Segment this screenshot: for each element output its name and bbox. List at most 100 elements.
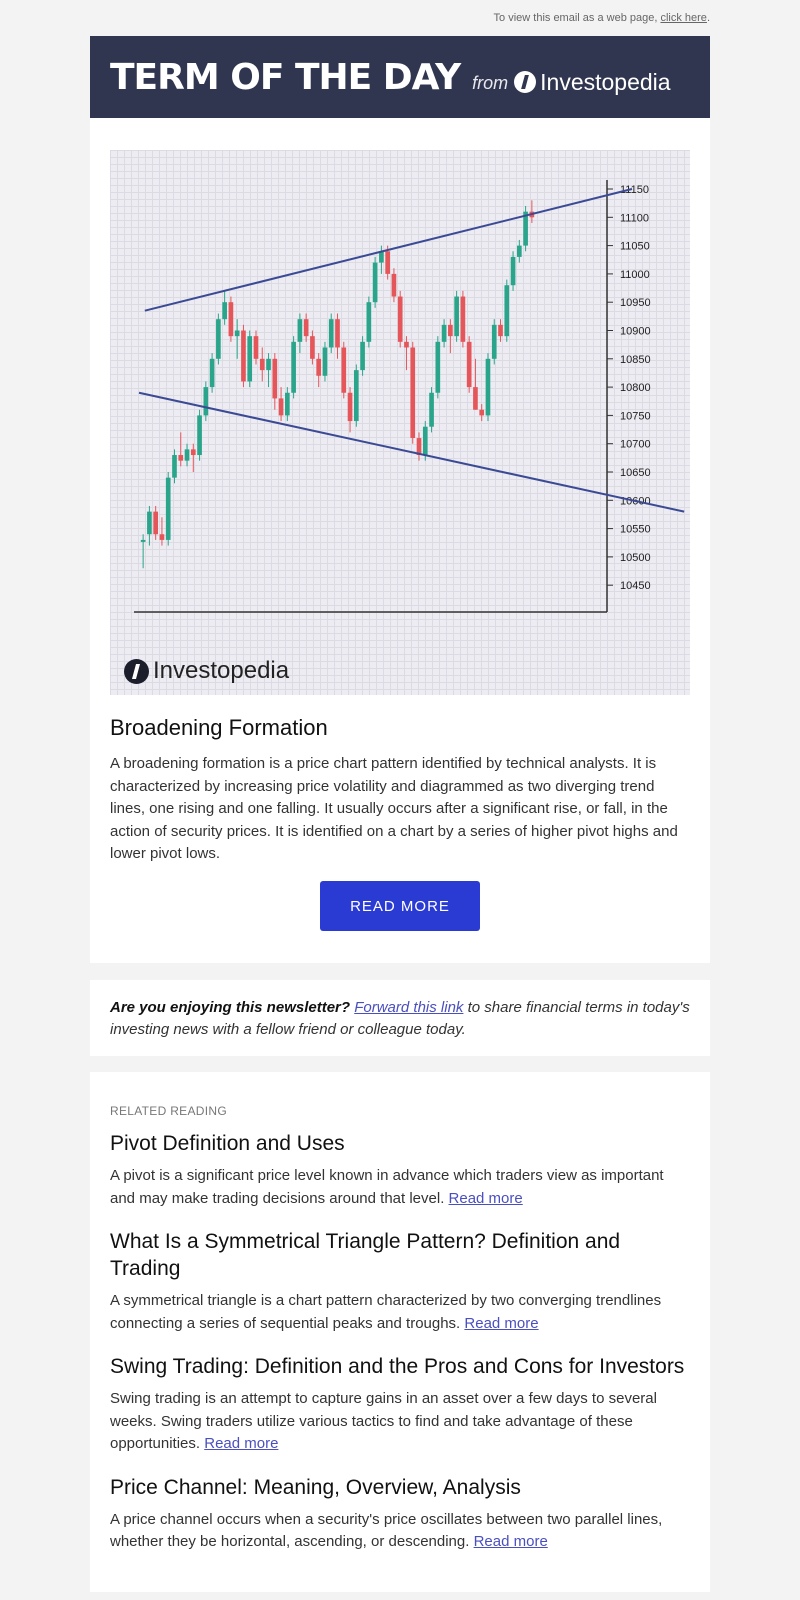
- y-tick-label: 10950: [620, 297, 651, 309]
- candle-body: [234, 330, 240, 337]
- candle-body: [165, 477, 171, 540]
- related-item: Swing Trading: Definition and the Pros a…: [110, 1353, 690, 1456]
- candle-body: [197, 415, 202, 456]
- candle-body: [335, 319, 340, 348]
- candle-body: [504, 285, 510, 337]
- y-tick-label: 10850: [620, 354, 651, 366]
- candle-body: [278, 398, 284, 416]
- candle-body: [253, 336, 259, 359]
- upper-trendline: [144, 188, 633, 312]
- brand-logo[interactable]: Investopedia: [514, 68, 671, 96]
- read-more-button[interactable]: READ MORE: [320, 881, 480, 931]
- candle-body: [460, 296, 466, 342]
- candle-body: [353, 370, 359, 422]
- candle-body: [379, 251, 384, 263]
- candle-body: [404, 341, 409, 348]
- related-text: A pivot is a significant price level kno…: [110, 1167, 664, 1207]
- candle-body: [222, 302, 227, 320]
- candle-body: [310, 336, 315, 359]
- header-banner: TERM OF THE DAY from Investopedia: [90, 36, 710, 118]
- candle-body: [372, 262, 378, 303]
- candle-body: [203, 387, 209, 416]
- candle-body: [172, 455, 177, 478]
- investopedia-logo-icon: [514, 71, 537, 93]
- candle-body: [140, 539, 146, 542]
- investopedia-logo-icon: [124, 658, 149, 684]
- cta-text: to share financial terms in today's inve…: [110, 999, 690, 1038]
- chart-logo-text: Investopedia: [153, 657, 290, 684]
- candle-body: [410, 347, 416, 439]
- candle-body: [272, 358, 278, 399]
- candle-body: [385, 251, 390, 274]
- candle-body: [159, 534, 165, 540]
- y-tick-label: 10550: [620, 524, 651, 536]
- candle-body: [485, 358, 491, 416]
- candle-body: [247, 336, 253, 382]
- related-title[interactable]: Swing Trading: Definition and the Pros a…: [110, 1355, 685, 1378]
- candle-body: [391, 273, 397, 297]
- related-text: Swing trading is an attempt to capture g…: [110, 1390, 657, 1452]
- related-title[interactable]: What Is a Symmetrical Triangle Pattern? …: [110, 1230, 621, 1280]
- chart-logo: Investopedia: [124, 657, 289, 685]
- related-item: What Is a Symmetrical Triangle Pattern? …: [110, 1228, 690, 1335]
- candle-body: [178, 455, 184, 461]
- candle-body: [228, 302, 234, 337]
- web-view-tail: .: [706, 12, 710, 24]
- y-tick-label: 10800: [620, 382, 651, 394]
- banner-title: TERM OF THE DAY: [110, 56, 461, 98]
- y-tick-label: 10500: [620, 552, 651, 564]
- y-tick-label: 11000: [620, 269, 650, 281]
- candle-body: [397, 296, 403, 342]
- candle-body: [466, 341, 472, 388]
- y-tick-label: 10900: [620, 326, 651, 338]
- y-tick-label: 10650: [620, 467, 651, 479]
- related-item: Price Channel: Meaning, Overview, Analys…: [110, 1474, 690, 1554]
- brand-name: Investopedia: [540, 68, 671, 95]
- lower-trendline: [138, 391, 685, 513]
- candle-body: [328, 319, 334, 348]
- y-tick-label: 11050: [620, 241, 650, 253]
- candle-body: [416, 438, 422, 456]
- y-tick-label: 11150: [620, 184, 649, 196]
- web-view-note: To view this email as a web page, click …: [494, 12, 710, 24]
- candle-body: [341, 347, 347, 393]
- candle-body: [303, 319, 309, 337]
- chart-image[interactable]: 11150 11100 11050 11000 10950 10900 10850 10800…: [110, 150, 690, 695]
- candle-body: [422, 426, 428, 456]
- candle-body: [209, 358, 215, 388]
- broadening-formation-chart: 11150 11100 11050 11000 10950 10900 10850 10800…: [134, 180, 685, 613]
- read-more-link[interactable]: Read more: [448, 1189, 523, 1207]
- candle-body: [266, 358, 271, 371]
- candle-body: [190, 449, 196, 456]
- candle-body: [510, 256, 516, 286]
- related-reading: RELATED READING Pivot Definition and Use…: [90, 1072, 710, 1592]
- candle-body: [366, 302, 372, 342]
- cta-question: Are you enjoying this newsletter?: [110, 999, 351, 1016]
- related-title[interactable]: Price Channel: Meaning, Overview, Analys…: [110, 1475, 521, 1499]
- candle-body: [153, 511, 159, 535]
- candle-body: [441, 324, 447, 342]
- term-card: 11150 11100 11050 11000 10950 10900 10850 10800…: [90, 118, 710, 963]
- candle-body: [360, 341, 365, 371]
- candle-body: [316, 358, 322, 376]
- y-tick-label: 10450: [620, 580, 651, 592]
- candle-body: [322, 347, 328, 376]
- candle-body: [429, 392, 434, 427]
- candle-body: [454, 296, 459, 337]
- read-more-link[interactable]: Read more: [204, 1435, 279, 1452]
- term-title[interactable]: Broadening Formation: [110, 715, 328, 740]
- candle-body: [435, 341, 441, 393]
- related-title[interactable]: Pivot Definition and Uses: [110, 1132, 345, 1155]
- web-view-link[interactable]: click here: [660, 12, 707, 24]
- forward-link[interactable]: Forward this link: [354, 999, 464, 1016]
- banner-from: from: [472, 72, 509, 93]
- candle-body: [285, 392, 290, 416]
- read-more-link[interactable]: Read more: [464, 1314, 539, 1332]
- candle-body: [241, 330, 246, 382]
- related-label: RELATED READING: [110, 1104, 227, 1118]
- read-more-link[interactable]: Read more: [473, 1533, 548, 1550]
- candle-body: [216, 319, 221, 359]
- candle-body: [347, 392, 353, 422]
- candle-body: [523, 211, 528, 246]
- related-text: A symmetrical triangle is a chart patter…: [110, 1292, 662, 1332]
